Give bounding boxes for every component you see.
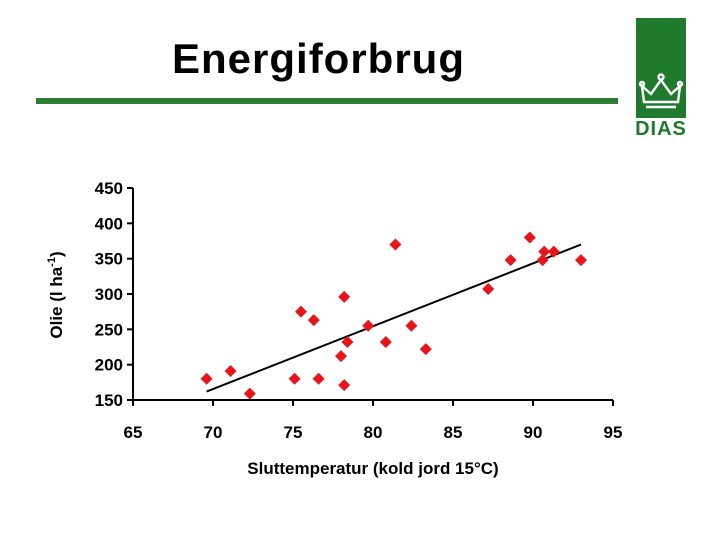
- x-axis-title: Sluttemperatur (kold jord 15°C): [247, 459, 498, 478]
- plot-area: [200, 231, 587, 400]
- data-point: [523, 231, 536, 244]
- data-point: [536, 254, 549, 267]
- y-tick-label: 400: [95, 214, 123, 233]
- x-tick-label: 90: [524, 423, 543, 442]
- data-point: [200, 372, 213, 385]
- y-axis-ticks: 150 200 250 300 350 400 450: [95, 179, 133, 410]
- slide-title: Energiforbrug: [172, 35, 465, 82]
- y-axis-title-main: Olie (l ha: [47, 266, 66, 338]
- data-point: [335, 350, 347, 363]
- data-point: [288, 372, 301, 385]
- x-tick-label: 80: [364, 423, 383, 442]
- x-tick-label: 95: [604, 423, 623, 442]
- y-tick-label: 450: [95, 179, 123, 198]
- y-axis-title-sup: -1: [46, 257, 58, 267]
- trend-line: [206, 243, 582, 393]
- y-axis-title: Olie (l ha-1): [46, 251, 66, 338]
- y-tick-label: 350: [95, 250, 123, 269]
- data-point: [575, 254, 587, 267]
- data-point: [482, 283, 495, 296]
- x-tick-label: 85: [444, 423, 463, 442]
- y-tick-label: 250: [95, 320, 123, 339]
- data-point: [379, 336, 392, 349]
- data-point: [405, 319, 418, 332]
- data-point: [538, 245, 551, 258]
- data-point: [419, 343, 432, 356]
- data-point: [504, 254, 517, 267]
- data-point: [295, 305, 307, 318]
- y-axis-title-tail: ): [47, 251, 66, 257]
- y-tick-label: 150: [95, 391, 123, 410]
- x-axis-ticks: 65 70 75 80 85 90 95: [124, 400, 623, 442]
- data-point: [389, 238, 402, 251]
- y-tick-label: 200: [95, 356, 123, 375]
- x-tick-label: 70: [204, 423, 223, 442]
- data-point: [338, 290, 351, 303]
- data-point: [224, 365, 237, 378]
- crown-icon: [638, 73, 684, 109]
- dias-logo: [636, 18, 686, 118]
- data-point: [243, 387, 256, 400]
- data-point: [547, 245, 560, 258]
- y-tick-label: 300: [95, 285, 123, 304]
- x-tick-label: 75: [284, 423, 303, 442]
- data-point: [312, 372, 325, 385]
- data-point: [307, 314, 320, 327]
- data-point: [341, 336, 354, 349]
- data-point: [338, 379, 351, 392]
- data-point: [362, 319, 375, 332]
- x-tick-label: 65: [124, 423, 143, 442]
- dias-logo-text: DIAS: [635, 118, 687, 140]
- title-underline: [36, 98, 618, 104]
